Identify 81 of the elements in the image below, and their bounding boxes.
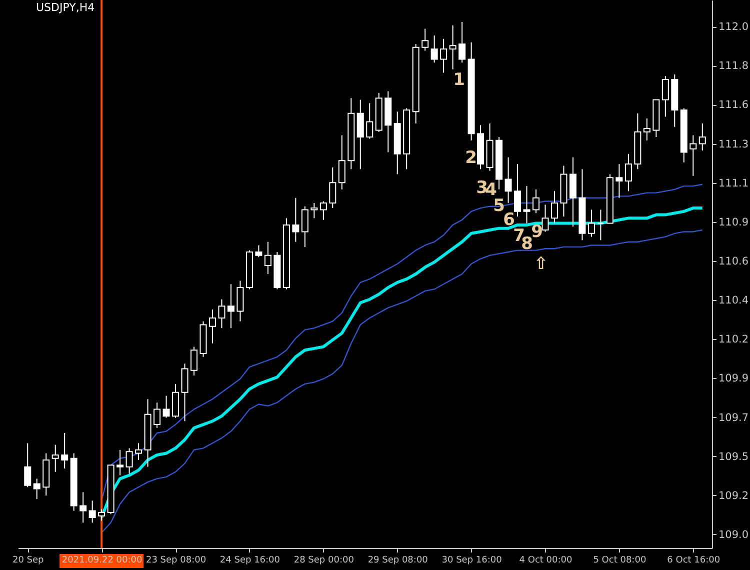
y-tick-label: 112.0	[718, 21, 749, 34]
candlestick	[98, 508, 106, 522]
candlestick	[310, 202, 318, 219]
x-tick-label: 30 Sep 16:00	[442, 556, 502, 566]
candlestick	[190, 346, 198, 376]
y-tick-label: 109.0	[718, 528, 749, 541]
annotation: 1	[453, 70, 465, 90]
candlestick	[698, 122, 706, 152]
y-tick-label: 111.8	[718, 60, 749, 72]
candlestick	[227, 284, 234, 329]
candlestick	[24, 442, 32, 488]
candlestick	[430, 35, 438, 64]
candlestick	[422, 28, 429, 52]
x-tick-label: 28 Sep 00:00	[294, 556, 354, 566]
candlestick	[356, 99, 364, 170]
candlestick	[504, 156, 512, 204]
candlestick	[338, 134, 346, 190]
candlestick	[569, 156, 576, 228]
y-tick-label: 111.3	[718, 138, 749, 150]
candlestick	[449, 24, 456, 70]
x-tick-label: 5 Oct 08:00	[593, 556, 646, 566]
candlestick	[643, 118, 650, 141]
y-tick-label: 109.2	[718, 490, 749, 502]
x-tick-label: 24 Sep 16:00	[220, 556, 280, 566]
annotation: 4	[485, 180, 498, 200]
candlestick	[52, 444, 59, 472]
y-tick-label: 110.9	[718, 216, 749, 228]
chart-title: USDJPY,H4	[36, 1, 95, 14]
candlestick	[264, 241, 272, 274]
candlestick	[135, 442, 142, 461]
annotation: 6	[503, 210, 515, 230]
candlestick	[320, 200, 327, 220]
candlestick	[523, 186, 530, 224]
candlestick	[218, 298, 226, 329]
candlestick	[690, 134, 697, 176]
candlestick	[597, 209, 604, 241]
candlestick	[458, 21, 466, 64]
candlestick	[61, 432, 68, 470]
candlestick	[181, 363, 188, 422]
annotation: 9	[531, 222, 543, 242]
y-tick-label: 111.1	[718, 177, 749, 190]
y-tick-label: 110.2	[718, 334, 749, 346]
candlestick	[440, 38, 448, 74]
candlestick	[116, 449, 124, 476]
x-tick-label: 20 Sep	[12, 556, 44, 566]
candlestick	[154, 402, 161, 428]
y-tick-label: 110.6	[718, 255, 749, 268]
candlestick	[624, 153, 632, 192]
candlestick	[255, 244, 262, 258]
candlestick	[33, 478, 40, 500]
candlestick	[366, 102, 374, 140]
candlestick	[236, 280, 244, 322]
y-tick-label: 109.9	[718, 372, 749, 385]
x-tick-label: 23 Sep 08:00	[146, 556, 206, 566]
y-tick-label: 109.5	[718, 450, 749, 463]
candlestick	[292, 197, 300, 242]
candlestick	[588, 209, 595, 238]
x-tick-label: 2021.09.22 00:00	[62, 556, 143, 566]
candlestick	[88, 500, 96, 524]
annotation: ⇧	[534, 254, 548, 274]
x-tick-label: 4 Oct 00:00	[519, 556, 572, 566]
candlestick	[514, 164, 522, 217]
y-tick-label: 110.4	[718, 294, 749, 307]
candlestick	[329, 166, 336, 209]
candlestick	[616, 164, 623, 198]
candlestick	[542, 204, 549, 232]
x-tick-label: 29 Sep 08:00	[368, 556, 428, 566]
candlestick	[662, 76, 669, 118]
y-tick-label: 109.7	[718, 412, 749, 424]
candlestick	[301, 206, 308, 248]
candlestick	[208, 309, 216, 344]
candlestick	[162, 395, 170, 418]
annotation: 2	[465, 148, 477, 168]
candlestick	[172, 383, 180, 418]
candlestick	[550, 190, 558, 224]
annotation: 3	[476, 178, 488, 198]
x-tick-label: 6 Oct 16:00	[667, 556, 720, 566]
candlestick	[532, 188, 540, 214]
candlestick	[80, 492, 87, 524]
y-tick-label: 111.6	[718, 99, 749, 112]
candlestick	[126, 448, 133, 474]
